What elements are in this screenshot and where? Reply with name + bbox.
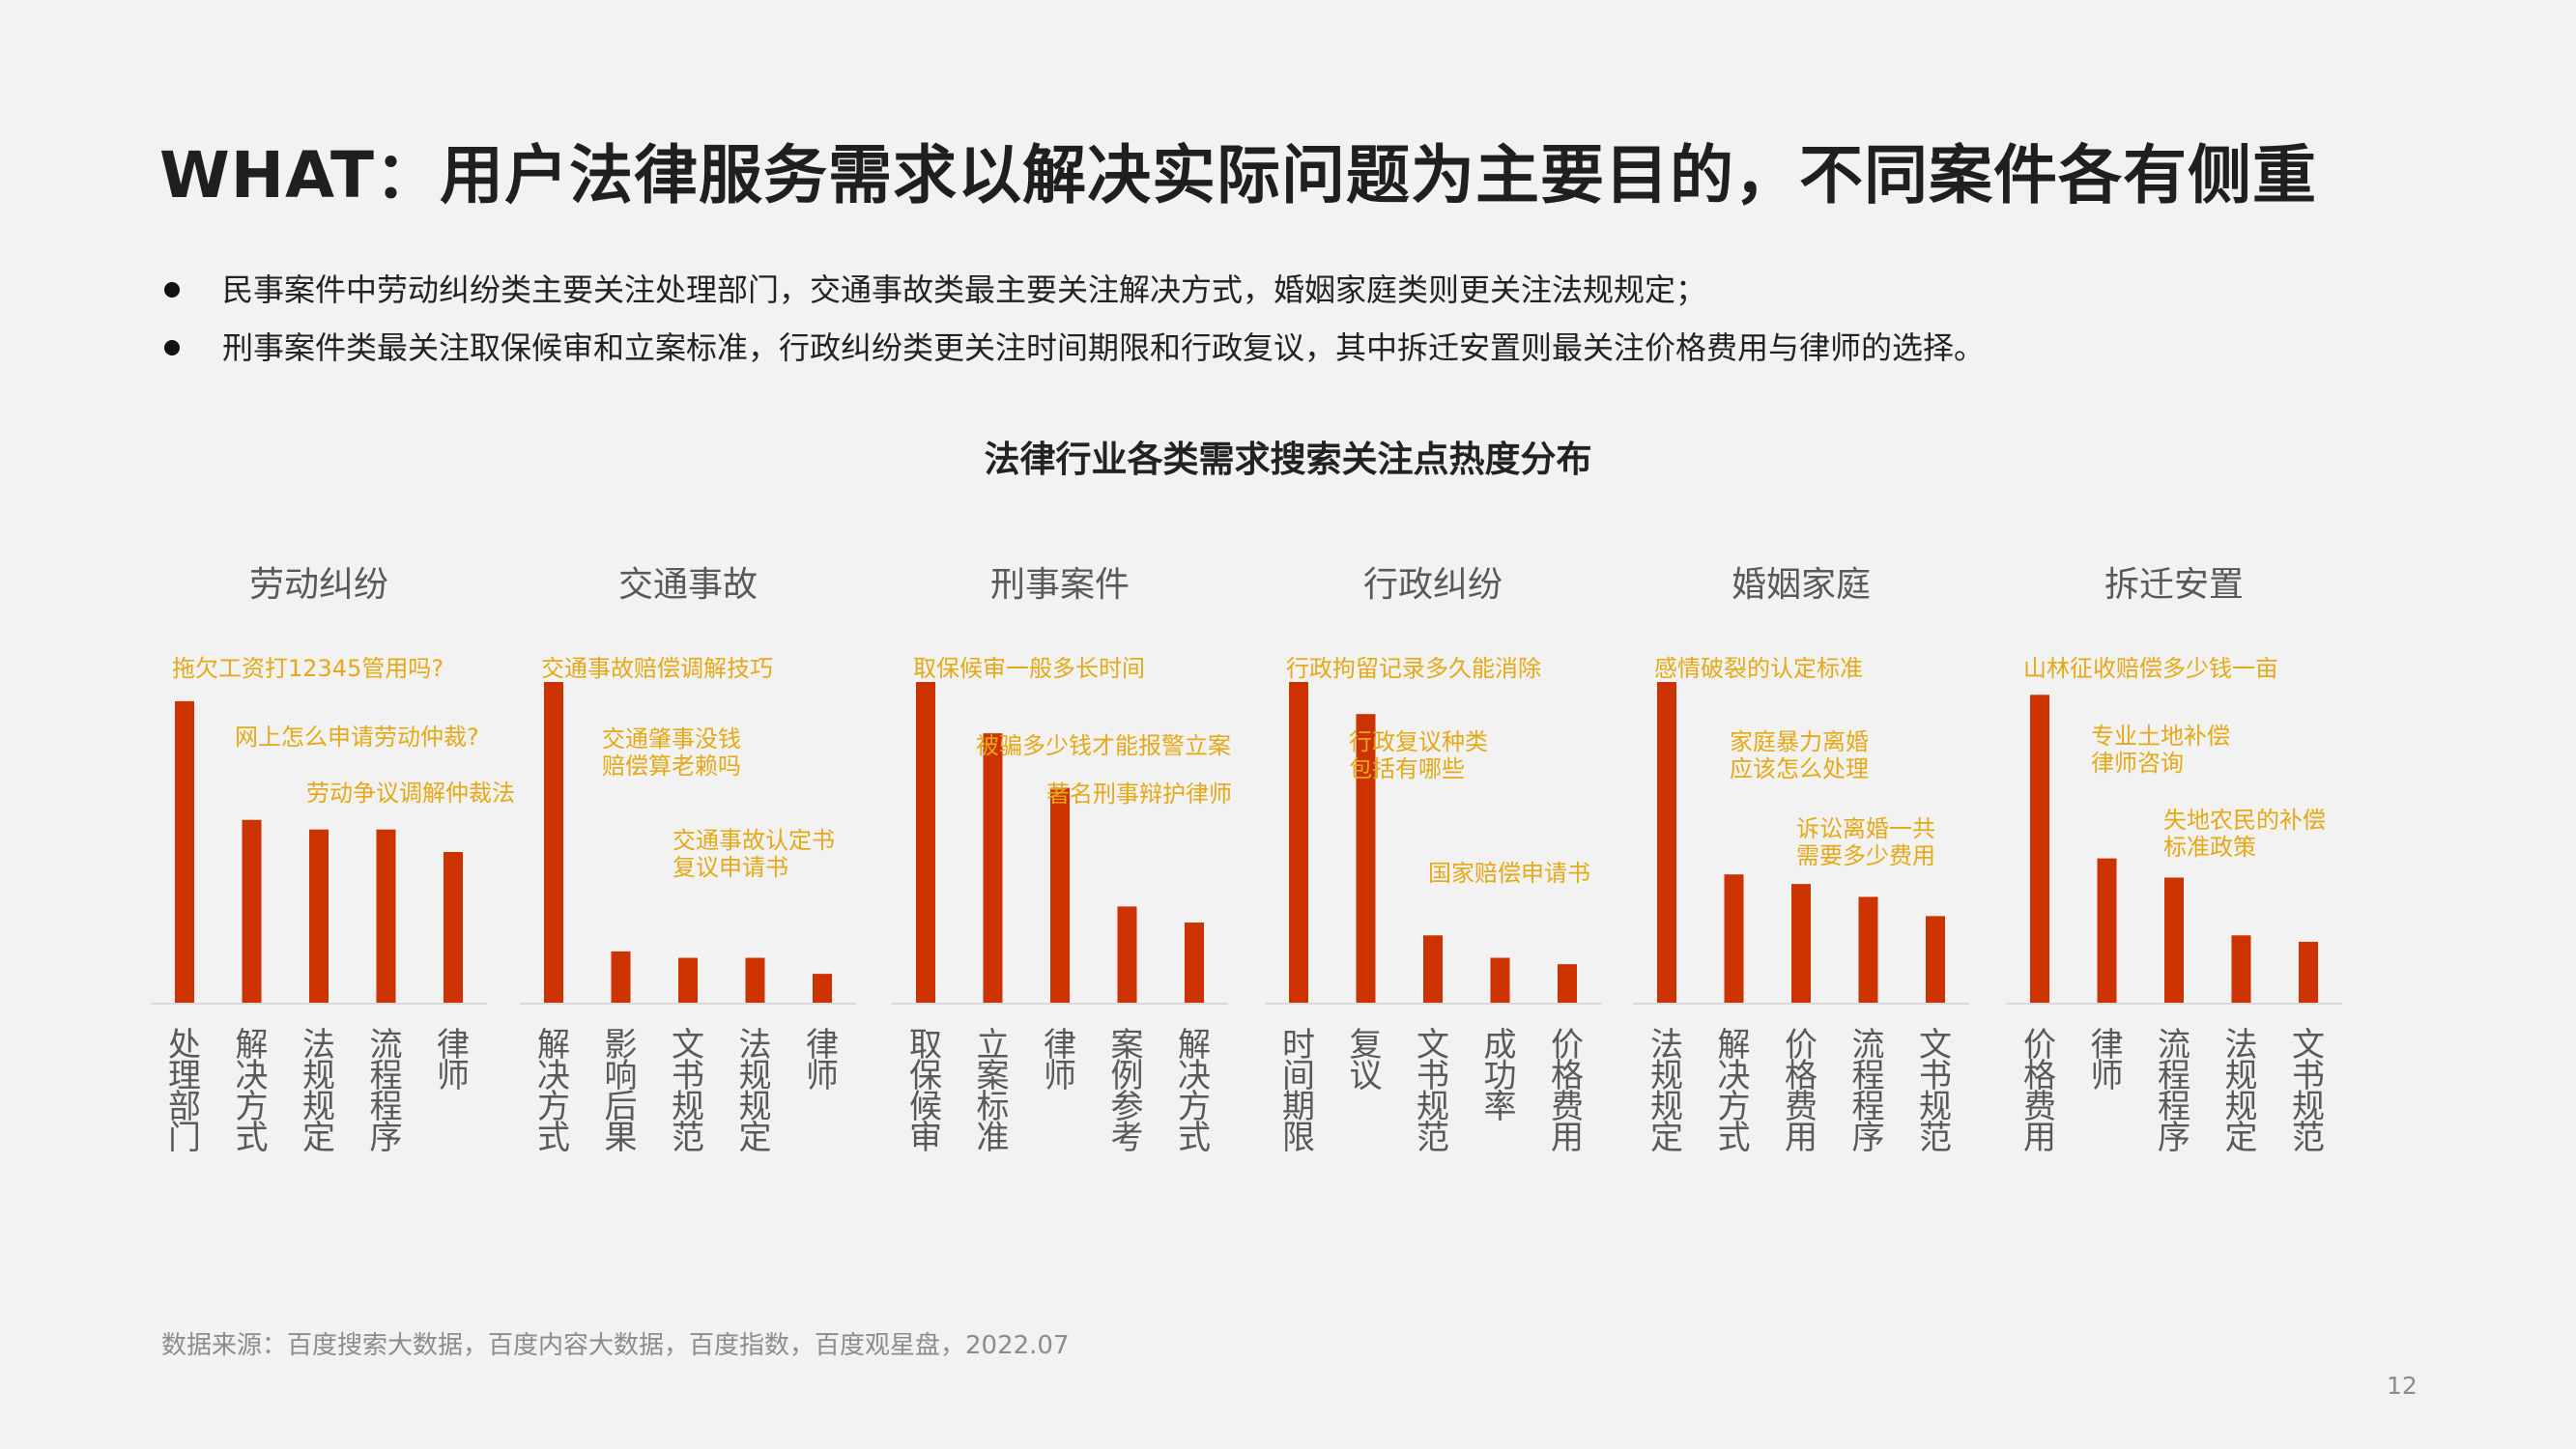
bar [916,682,935,1003]
bar [1657,682,1676,1003]
category-label: 案例参考 [1111,1026,1144,1157]
category-label: 文书规范 [1919,1026,1952,1157]
bar-annotation: 拖欠工资打12345管用吗? [172,655,444,682]
bar [1185,923,1204,1003]
bar [1356,714,1376,1003]
bar-annotation: 国家赔偿申请书 [1428,860,1590,887]
bullet-dot-icon [164,340,180,355]
bar [678,957,698,1003]
bar-annotation: 取保候审一般多长时间 [913,655,1145,682]
page-number: 12 [2387,1372,2418,1400]
category-label: 法规规定 [1650,1026,1683,1157]
category-label: 法规规定 [739,1026,772,1157]
bar [544,682,563,1003]
group-title: 行政纠纷 [1363,565,1503,605]
category-label: 解决方式 [1718,1026,1751,1157]
bar [2231,935,2251,1003]
bar [2097,858,2117,1003]
bar [175,700,194,1003]
category-label: 影响后果 [605,1026,638,1157]
category-label: 立案标准 [977,1026,1010,1157]
bar-annotation: 专业土地补偿律师咨询 [2091,723,2230,777]
bar-annotation: 交通肇事没钱赔偿算老赖吗 [602,725,741,780]
category-label: 法规规定 [2225,1026,2258,1157]
bar [2164,877,2184,1003]
group-title: 劳动纠纷 [249,565,388,605]
category-label: 时间期限 [1282,1026,1315,1157]
bar [376,829,396,1003]
bar-annotation: 被骗多少钱才能报警立案 [976,732,1231,759]
category-label: 解决方式 [236,1026,269,1157]
category-label: 取保候审 [909,1026,942,1157]
category-label: 文书规范 [672,1026,704,1157]
bar [1724,874,1744,1003]
bullet-dot-icon [164,282,180,298]
bar [1791,884,1811,1003]
bar-annotation: 失地农民的补偿标准政策 [2163,807,2326,861]
category-label: 文书规范 [1417,1026,1449,1157]
bar [2299,941,2318,1003]
chart-title: 法律行业各类需求搜索关注点热度分布 [984,439,1592,480]
category-label: 解决方式 [1178,1026,1211,1157]
category-label: 法规规定 [302,1026,335,1157]
category-label: 流程程序 [2158,1026,2190,1157]
category-label: 解决方式 [537,1026,570,1157]
bar-annotation: 著名刑事辩护律师 [1046,781,1232,808]
bar-annotation: 感情破裂的认定标准 [1654,655,1863,682]
category-label: 律师 [437,1026,470,1095]
category-label: 律师 [2091,1026,2124,1095]
bar [1289,682,1308,1003]
category-label: 价格费用 [1785,1026,1818,1157]
bar [1858,896,1878,1003]
bar-annotation: 诉讼离婚一共需要多少费用 [1796,815,1935,869]
category-label: 成功率 [1484,1026,1517,1126]
category-label: 价格费用 [2023,1026,2056,1157]
bullet-text: 民事案件中劳动纠纷类主要关注处理部门，交通事故类最主要关注解决方式，婚姻家庭类则… [222,271,1707,308]
page-title: WHAT：用户法律服务需求以解决实际问题为主要目的，不同案件各有侧重 [159,138,2318,213]
category-label: 文书规范 [2292,1026,2325,1157]
bar [1423,935,1443,1003]
bar [983,733,1003,1003]
category-label: 律师 [806,1026,839,1095]
bar-annotation: 家庭暴力离婚应该怎么处理 [1730,728,1869,782]
bar-annotation: 交通事故认定书复议申请书 [673,827,835,881]
category-label: 复议 [1350,1026,1383,1095]
category-label: 流程程序 [1852,1026,1885,1157]
bar [1558,964,1577,1003]
category-label: 处理部门 [168,1026,201,1157]
bar [611,951,631,1003]
group-title: 拆迁安置 [2104,565,2244,605]
bar [1490,957,1510,1003]
bar-annotation: 劳动争议调解仲裁法 [306,780,515,807]
bar [1117,906,1137,1003]
bar-annotation: 交通事故赔偿调解技巧 [541,655,773,682]
data-source: 数据来源：百度搜索大数据，百度内容大数据，百度指数，百度观星盘，2022.07 [161,1331,1070,1360]
group-title: 刑事案件 [990,565,1130,605]
bullet-text: 刑事案件类最关注取保候审和立案标准，行政纠纷类更关注时间期限和行政复议，其中拆迁… [222,329,1986,366]
category-label: 流程程序 [370,1026,403,1157]
bar-annotation: 行政复议种类包括有哪些 [1349,728,1488,782]
category-label: 律师 [1044,1026,1076,1095]
bar [745,957,765,1003]
bar-annotation: 网上怎么申请劳动仲裁? [235,724,479,751]
bar-annotation: 行政拘留记录多久能消除 [1286,655,1541,682]
bar [242,819,262,1003]
bar [2030,695,2049,1003]
group-title: 交通事故 [618,565,758,605]
bar [813,974,832,1003]
category-label: 价格费用 [1551,1026,1584,1157]
bar [444,851,463,1003]
bar [309,829,329,1003]
bar [1926,916,1945,1003]
bar-annotation: 山林征收赔偿多少钱一亩 [2023,655,2278,682]
bar [1050,787,1070,1003]
group-title: 婚姻家庭 [1732,565,1871,605]
